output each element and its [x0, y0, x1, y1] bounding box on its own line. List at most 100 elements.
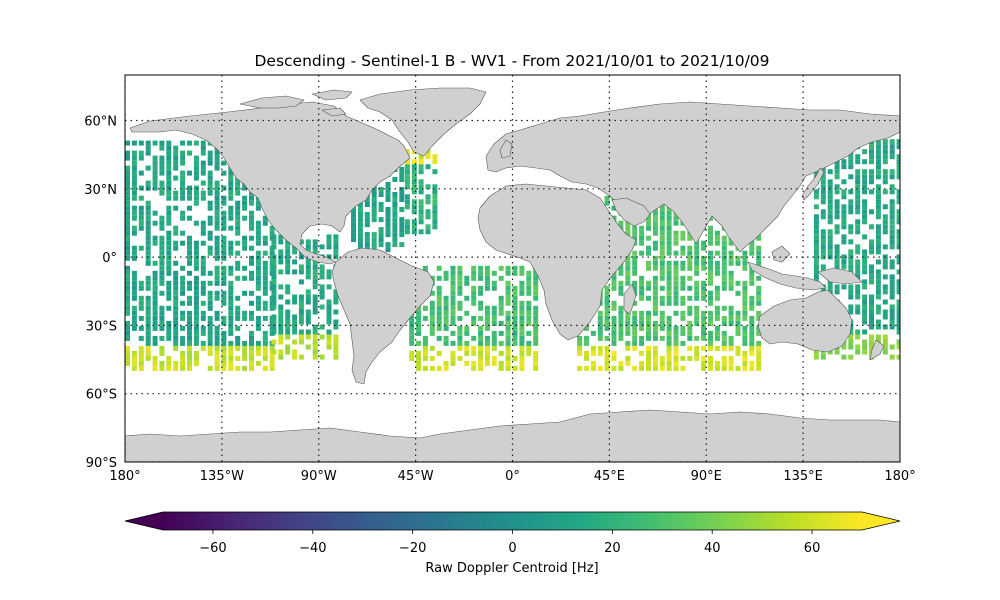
swath-cell	[498, 305, 504, 311]
swath-cell	[756, 250, 762, 256]
swath-cell	[505, 360, 511, 366]
swath-cell	[457, 335, 463, 341]
swath-cell	[882, 159, 888, 165]
swath-cell	[436, 285, 442, 291]
swath-cell	[333, 289, 339, 295]
swath-cell	[604, 350, 610, 356]
gridlines	[125, 75, 900, 462]
swath-cell	[882, 299, 888, 305]
swath-cell	[666, 250, 672, 256]
swath-cell	[138, 280, 144, 286]
swath-cell	[742, 285, 748, 291]
swath-cell	[385, 207, 391, 212]
swath-cell	[652, 285, 658, 291]
swath-cell	[526, 285, 532, 291]
swath-cell	[639, 290, 645, 296]
swath-cell	[687, 260, 693, 266]
swath-cell	[429, 365, 435, 371]
swath-cell	[450, 350, 456, 356]
swath-cell	[450, 355, 456, 361]
swath-cell	[305, 334, 311, 340]
swath-cell	[464, 345, 470, 351]
swath-cell	[484, 315, 490, 321]
swath-cell	[735, 310, 741, 316]
swath-cell	[193, 195, 199, 201]
swath-cell	[357, 217, 363, 223]
swath-cell	[207, 350, 213, 356]
swath-cell	[512, 340, 518, 346]
swath-cell	[862, 199, 868, 205]
swath-cell	[498, 275, 504, 281]
swath-cell	[896, 259, 900, 265]
swath-cell	[131, 155, 137, 161]
swath-cell	[728, 270, 734, 276]
swath-cell	[659, 295, 665, 301]
swath-cell	[242, 315, 248, 321]
swath-cell	[235, 210, 241, 216]
swath-cell	[242, 290, 248, 296]
swath-cell	[639, 235, 645, 241]
swath-cell	[680, 280, 686, 286]
swath-cell	[659, 310, 665, 316]
swath-cell	[180, 325, 186, 331]
swath-cell	[862, 169, 868, 175]
swath-cell	[207, 200, 213, 206]
swath-cell	[813, 219, 819, 225]
swath-cell	[399, 172, 405, 177]
swath-cell	[896, 299, 900, 305]
swath-cell	[457, 355, 463, 361]
swath-cell	[639, 320, 645, 326]
swath-cell	[193, 285, 199, 291]
swath-cell	[889, 234, 895, 240]
swath-cell	[735, 350, 741, 356]
swath-cell	[841, 344, 847, 350]
swath-cell	[478, 270, 484, 276]
land-arabian-peninsula	[611, 197, 651, 227]
swath-cell	[618, 360, 624, 366]
swath-cell	[855, 274, 861, 280]
swath-cell	[701, 245, 707, 251]
swath-cell	[125, 215, 130, 221]
swath-cell	[708, 360, 713, 366]
swath-cell	[278, 329, 284, 335]
swath-cell	[666, 230, 672, 236]
swath-cell	[855, 294, 861, 300]
swath-cell	[618, 320, 624, 326]
swath-cell	[882, 274, 888, 280]
swath-cell	[298, 314, 304, 320]
swath-cell	[221, 335, 227, 341]
swath-cell	[436, 265, 442, 271]
swath-cell	[673, 330, 679, 336]
swath-cell	[207, 155, 213, 161]
swath-cell	[869, 144, 874, 150]
swath-cell	[378, 207, 384, 212]
swath-cell	[392, 217, 398, 223]
swath-cell	[820, 229, 826, 235]
swath-cell	[159, 280, 165, 286]
swath-cell	[392, 227, 398, 233]
swath-cell	[180, 160, 186, 166]
swath-cell	[834, 184, 840, 190]
swath-cell	[262, 330, 268, 336]
swath-cell	[214, 345, 220, 351]
swath-cell	[708, 310, 713, 316]
swath-cell	[478, 290, 484, 296]
swath-cell	[855, 224, 861, 230]
swath-cell	[145, 335, 151, 341]
swath-cell	[180, 310, 186, 316]
swath-cell	[242, 240, 248, 246]
swath-cell	[312, 334, 318, 340]
swath-cell	[597, 320, 603, 326]
swath-cell	[399, 177, 405, 182]
swath-cell	[416, 315, 422, 321]
swath-cell	[639, 350, 645, 356]
swath-cell	[701, 310, 707, 316]
swath-cell	[166, 160, 172, 166]
swath-cell	[666, 325, 672, 331]
swath-cell	[429, 310, 435, 316]
swath-cell	[255, 275, 261, 281]
swath-cell	[687, 255, 693, 261]
swath-cell	[371, 237, 377, 243]
swath-cell	[312, 304, 318, 310]
swath-cell	[159, 245, 165, 251]
